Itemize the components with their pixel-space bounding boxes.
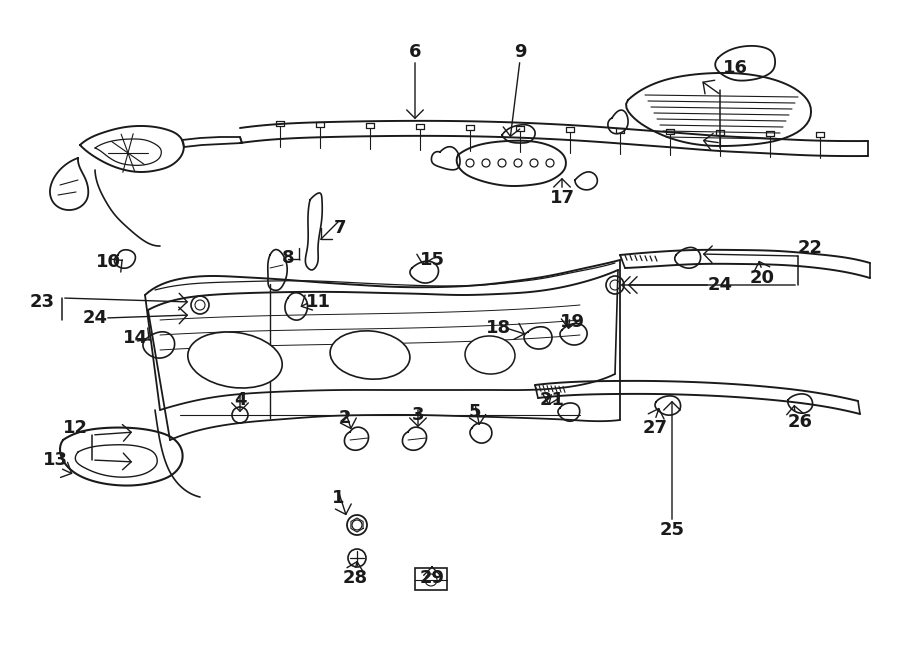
Text: 3: 3: [412, 406, 424, 424]
Text: 27: 27: [643, 419, 668, 437]
Text: 20: 20: [750, 269, 775, 287]
Text: 1: 1: [332, 489, 344, 507]
Ellipse shape: [330, 331, 410, 379]
Text: 29: 29: [419, 569, 445, 587]
Text: 8: 8: [282, 249, 294, 267]
Text: 18: 18: [485, 319, 510, 337]
Text: 24: 24: [83, 309, 107, 327]
Text: 7: 7: [334, 219, 346, 237]
Bar: [415, 568, 447, 590]
Text: 26: 26: [788, 413, 813, 431]
Text: 17: 17: [550, 189, 574, 207]
Text: 10: 10: [95, 253, 121, 271]
Text: 19: 19: [560, 313, 584, 331]
Circle shape: [352, 520, 362, 530]
Ellipse shape: [188, 332, 283, 388]
Text: 11: 11: [305, 293, 330, 311]
Text: 21: 21: [539, 391, 564, 409]
Text: 12: 12: [62, 419, 87, 437]
Text: 14: 14: [122, 329, 148, 347]
Text: 5: 5: [469, 403, 482, 421]
Text: 23: 23: [30, 293, 55, 311]
Text: 24: 24: [707, 276, 733, 294]
Text: 28: 28: [342, 569, 367, 587]
Text: 9: 9: [514, 43, 526, 61]
Text: 25: 25: [660, 521, 685, 539]
Text: 4: 4: [234, 391, 247, 409]
Ellipse shape: [465, 336, 515, 374]
Text: 6: 6: [409, 43, 421, 61]
Text: 13: 13: [42, 451, 68, 469]
Text: 16: 16: [723, 59, 748, 77]
Text: 22: 22: [797, 239, 823, 257]
Text: 15: 15: [419, 251, 445, 269]
Text: 2: 2: [338, 409, 351, 427]
